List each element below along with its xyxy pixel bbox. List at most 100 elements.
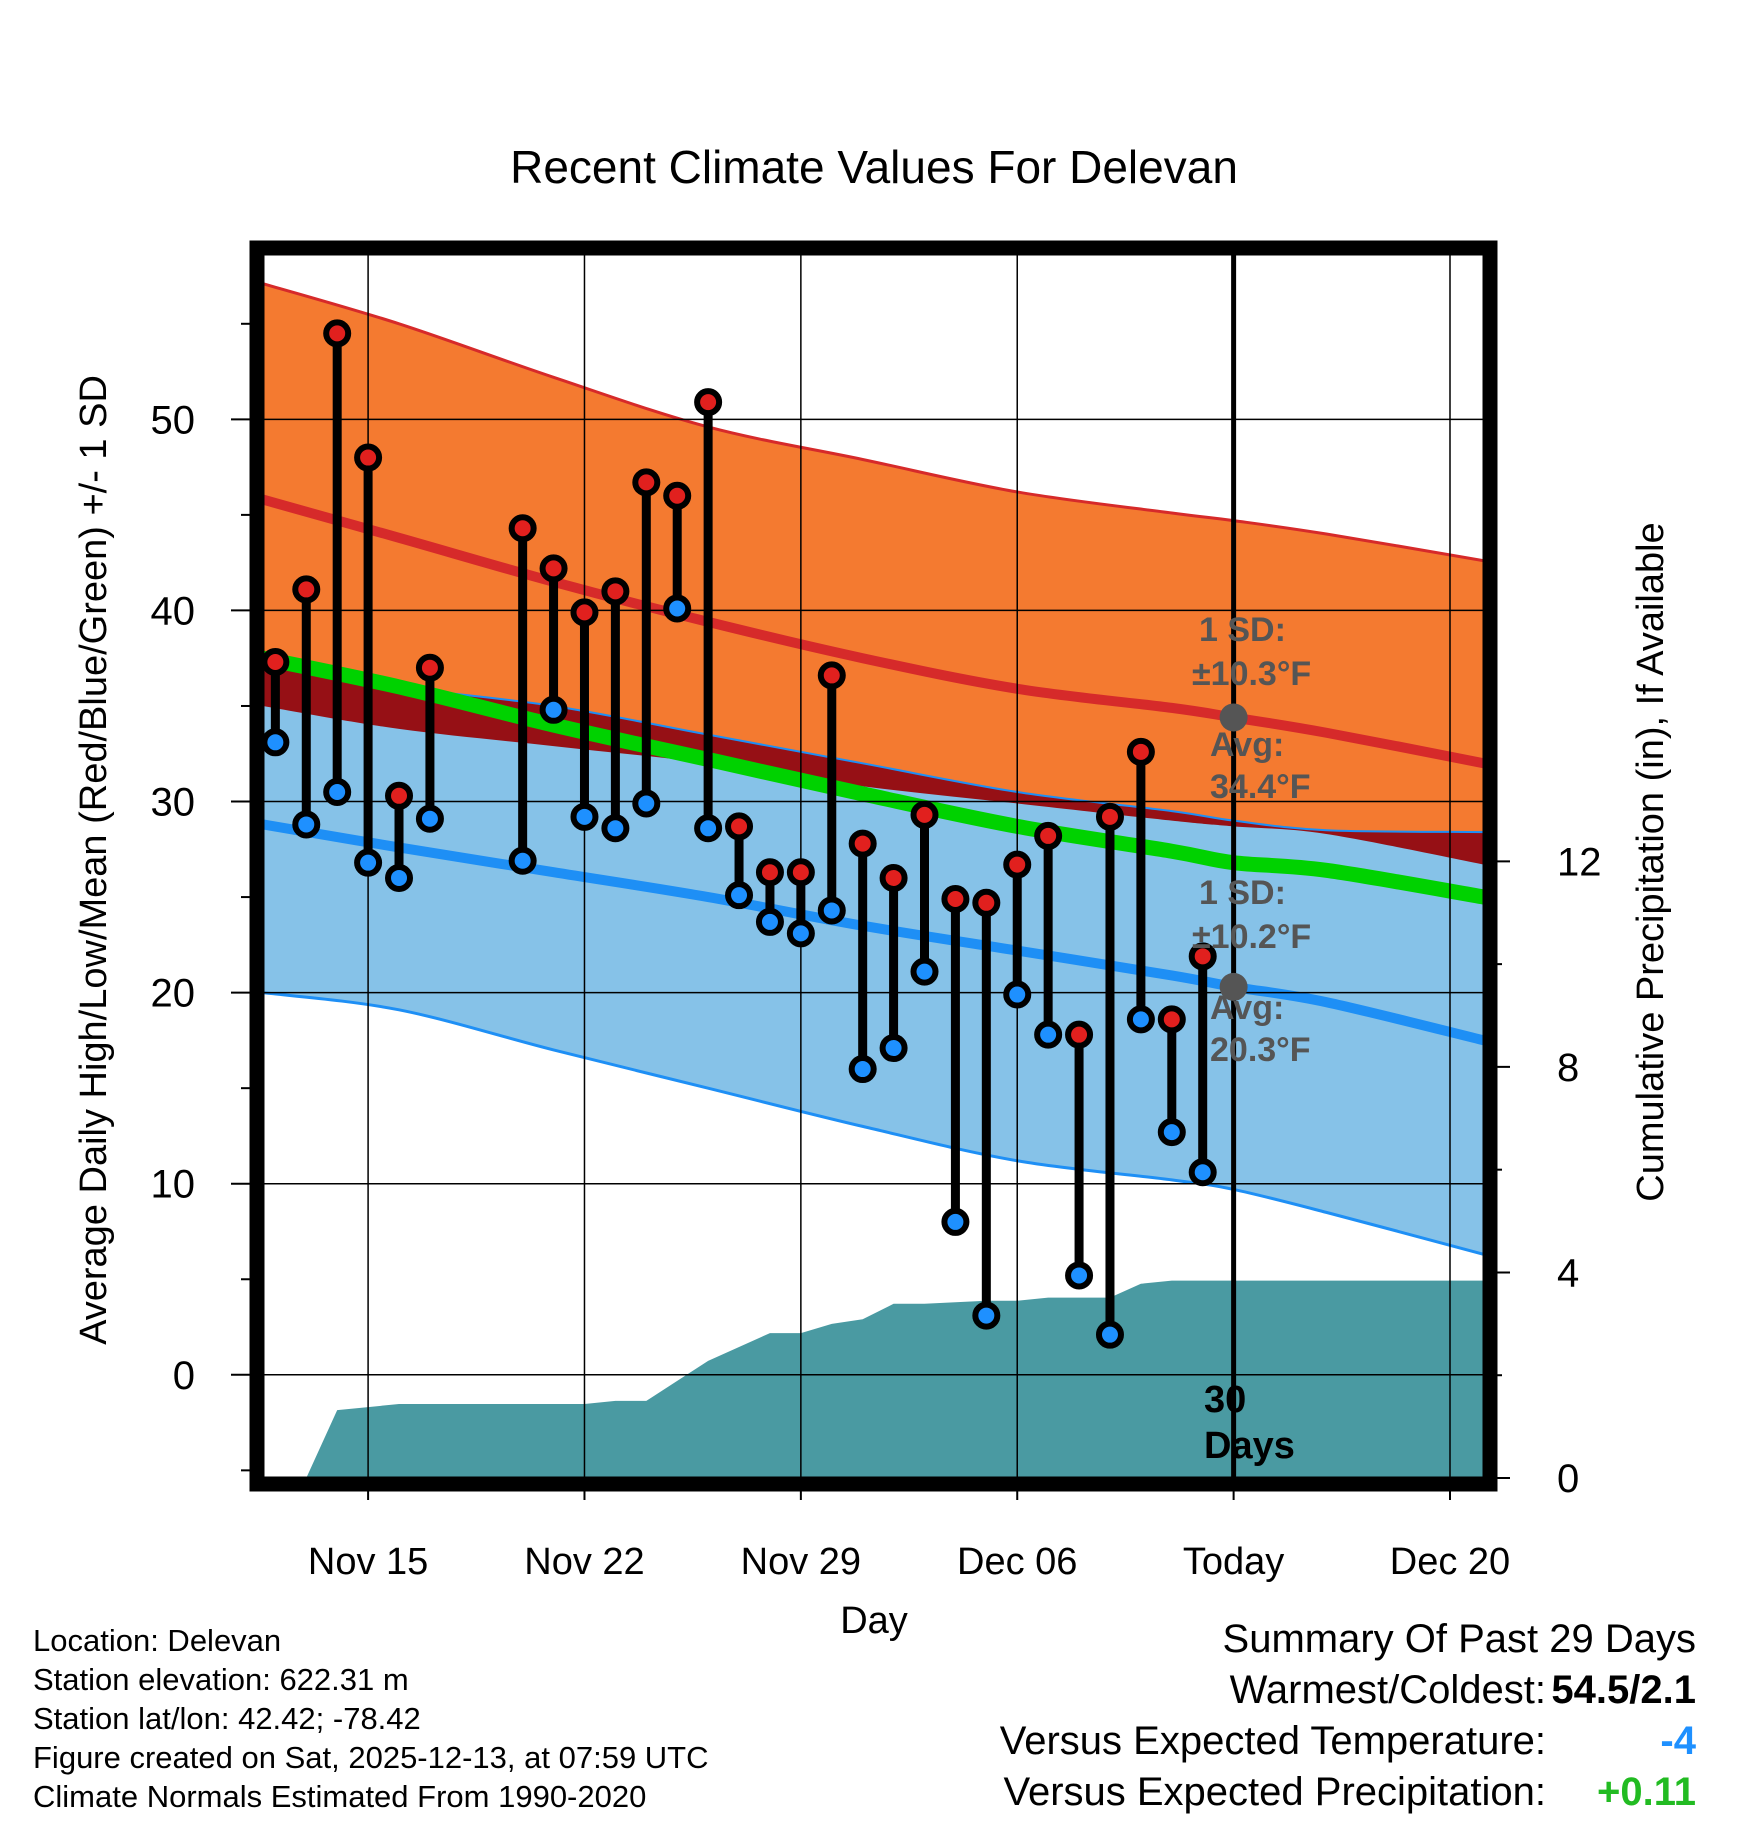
- daily-low-point: [848, 1055, 877, 1084]
- high-upper-edge: [263, 282, 1484, 563]
- today-days-line: Days: [1204, 1425, 1295, 1467]
- low-lower-edge: [263, 991, 1484, 1256]
- daily-high-point: [354, 443, 383, 472]
- daily-low-point: [663, 594, 692, 623]
- today-days-label: 30 Days: [1204, 1379, 1295, 1467]
- daily-high-point: [817, 661, 846, 690]
- warm-cold-value: 54.5/2.1: [1551, 1668, 1696, 1712]
- daily-low-point: [694, 814, 723, 843]
- daily-low-point: [354, 848, 383, 877]
- precip-area: [306, 1280, 1484, 1478]
- y-tick-label: 20: [151, 972, 196, 1016]
- daily-high-point: [539, 554, 568, 583]
- summary-warm-cold: Warmest/Coldest: 54.5/2.1: [1000, 1665, 1696, 1716]
- daily-low-point: [601, 814, 630, 843]
- mean-normal-line: [263, 650, 1484, 905]
- y-tick-label: 40: [151, 589, 196, 633]
- temp-label: Versus Expected Temperature:: [999, 1719, 1546, 1763]
- precip-label: Versus Expected Precipitation:: [1003, 1770, 1546, 1814]
- data-marks: [261, 319, 1248, 1349]
- summary-title: Summary Of Past 29 Days: [1222, 1617, 1696, 1661]
- daily-high-point: [1157, 1005, 1186, 1034]
- high-sd-value: ±10.3°F: [1192, 655, 1311, 693]
- high-avg-label: Avg:: [1210, 726, 1284, 764]
- y2-tick-label: 8: [1557, 1046, 1579, 1090]
- x-tick-label: Nov 22: [524, 1541, 644, 1583]
- daily-low-point: [1034, 1020, 1063, 1049]
- today-low-normal-marker: [1219, 972, 1248, 1001]
- daily-low-point: [292, 810, 321, 839]
- daily-low-point: [941, 1207, 970, 1236]
- daily-high-point: [663, 481, 692, 510]
- daily-high-point: [848, 829, 877, 858]
- station-elevation: Station elevation: 622.31 m: [33, 1662, 409, 1697]
- axes: Nov 15 Nov 22 Nov 29 Dec 06 Today Dec 20 0 10 20…: [151, 322, 1602, 1583]
- daily-high-point: [755, 858, 784, 887]
- daily-high-point: [601, 577, 630, 606]
- daily-high-point: [1065, 1020, 1094, 1049]
- x-tick-label: Nov 29: [741, 1541, 861, 1583]
- x-tick-label: Today: [1183, 1541, 1284, 1583]
- y2-tick-label: 12: [1557, 840, 1602, 884]
- plot-area: [263, 282, 1484, 1478]
- daily-high-point: [1126, 737, 1155, 766]
- station-latlon: Station lat/lon: 42.42; -78.42: [33, 1701, 421, 1736]
- x-tick-label: Dec 20: [1390, 1541, 1510, 1583]
- daily-low-point: [910, 957, 939, 986]
- summary-precip: Versus Expected Precipitation: +0.11: [1000, 1767, 1696, 1818]
- low-avg-value: 20.3°F: [1210, 1031, 1311, 1069]
- daily-low-point: [632, 789, 661, 818]
- daily-low-point: [879, 1034, 908, 1063]
- daily-high-point: [1095, 802, 1124, 831]
- figure-created: Figure created on Sat, 2025-12-13, at 07…: [33, 1740, 709, 1775]
- precip-value: +0.11: [1596, 1770, 1696, 1814]
- daily-low-point: [817, 896, 846, 925]
- y2-axis-label: Cumulative Precipitation (in), If Availa…: [1630, 522, 1672, 1201]
- chart-title: Recent Climate Values For Delevan: [510, 141, 1238, 193]
- daily-high-point: [1188, 942, 1217, 971]
- daily-low-point: [972, 1301, 1001, 1330]
- low-avg-label: Avg:: [1210, 989, 1284, 1027]
- daily-low-point: [261, 728, 290, 757]
- y-tick-label: 50: [151, 398, 196, 442]
- daily-high-point: [323, 319, 352, 348]
- daily-low-point: [539, 695, 568, 724]
- daily-low-point: [1126, 1005, 1155, 1034]
- y-tick-label: 10: [151, 1163, 196, 1207]
- daily-low-point: [1003, 980, 1032, 1009]
- low-sd-band: [263, 663, 1484, 1255]
- high-normal-line: [263, 494, 1484, 769]
- daily-low-point: [323, 777, 352, 806]
- y-tick-label: 30: [151, 781, 196, 825]
- daily-low-point: [570, 802, 599, 831]
- today-high-normal-marker: [1219, 703, 1248, 732]
- daily-high-point: [941, 884, 970, 913]
- daily-low-point: [1188, 1158, 1217, 1187]
- daily-low-point: [786, 919, 815, 948]
- temp-value: -4: [1660, 1719, 1696, 1763]
- y2-tick-label: 0: [1557, 1457, 1579, 1501]
- low-upper-edge: [263, 662, 1484, 834]
- daily-low-point: [725, 881, 754, 910]
- x-tick-label: Dec 06: [957, 1541, 1077, 1583]
- daily-high-point: [508, 514, 537, 543]
- daily-high-point: [1003, 850, 1032, 879]
- summary-panel: Summary Of Past 29 Days Warmest/Coldest:…: [1000, 1614, 1696, 1818]
- daily-high-point: [385, 781, 414, 810]
- plot-frame: [249, 240, 1498, 1492]
- high-avg-value: 34.4°F: [1210, 768, 1311, 806]
- warm-cold-label: Warmest/Coldest:: [1229, 1668, 1546, 1712]
- daily-high-point: [879, 863, 908, 892]
- daily-low-point: [755, 907, 784, 936]
- high-sd-label: 1 SD:: [1199, 611, 1286, 649]
- annotations: 1 SD: ±10.3°F Avg: 34.4°F 1 SD: ±10.2°F …: [1192, 611, 1311, 1467]
- daily-low-point: [1065, 1261, 1094, 1290]
- daily-high-point: [292, 575, 321, 604]
- daily-high-point: [972, 888, 1001, 917]
- daily-high-point: [261, 648, 290, 677]
- daily-high-point: [1034, 821, 1063, 850]
- low-sd-label: 1 SD:: [1199, 874, 1286, 912]
- today-days-line: 30: [1204, 1379, 1246, 1421]
- daily-low-point: [1157, 1118, 1186, 1147]
- daily-high-point: [570, 598, 599, 627]
